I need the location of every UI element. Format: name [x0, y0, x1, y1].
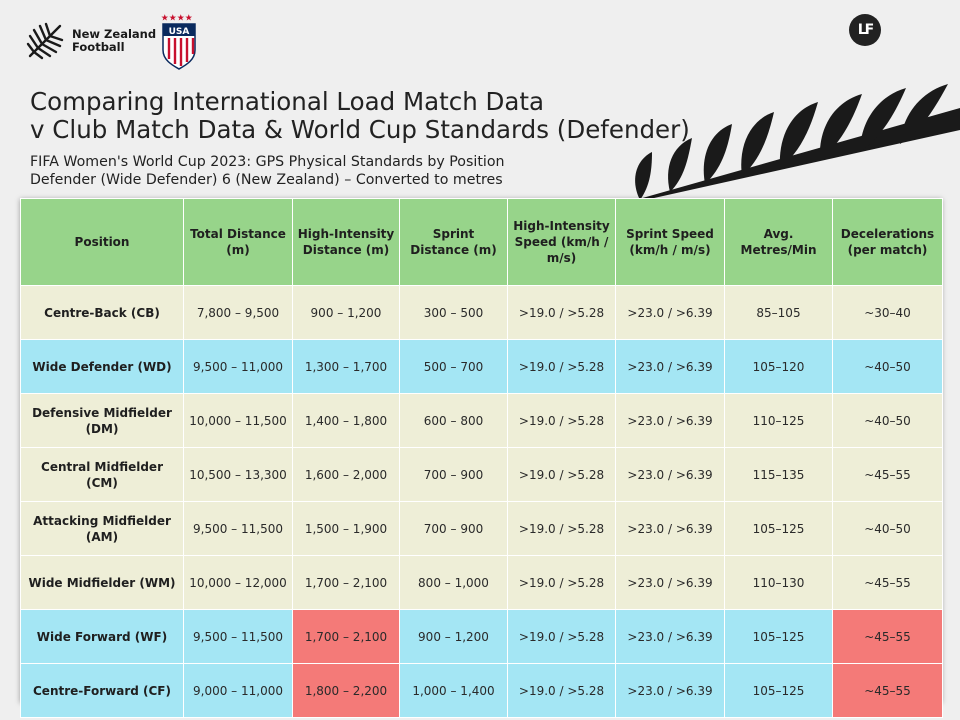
table-cell: 1,300 – 1,700: [292, 339, 400, 394]
table-row: Wide Defender (WD) 9,500 – 11,000 1,300 …: [20, 339, 943, 394]
table-cell: 10,500 – 13,300: [183, 447, 293, 502]
fern-background-icon: [600, 84, 960, 218]
table-cell: ~40–50: [832, 501, 943, 556]
table-cell: 1,600 – 2,000: [292, 447, 400, 502]
table-cell: >19.0 / >5.28: [507, 447, 616, 502]
table-cell: 1,500 – 1,900: [292, 501, 400, 556]
highlighted-cell: 1,700 – 2,100: [292, 609, 400, 664]
table-cell: >19.0 / >5.28: [507, 285, 616, 340]
table-row: Defensive Midfielder (DM) 10,000 – 11,50…: [20, 393, 943, 448]
table-cell: 9,500 – 11,000: [183, 339, 293, 394]
table-cell: >19.0 / >5.28: [507, 501, 616, 556]
table-cell: 1,000 – 1,400: [399, 663, 508, 718]
position-cell: Wide Forward (WF): [20, 609, 184, 664]
position-cell: Wide Midfielder (WM): [20, 555, 184, 610]
title-line1: Comparing International Load Match Data: [30, 87, 545, 116]
lf-logo: LF: [849, 14, 881, 46]
standards-table: Position Total Distance (m) High-Intensi…: [20, 198, 943, 718]
table-cell: 105–125: [724, 501, 833, 556]
table-header-row: Position Total Distance (m) High-Intensi…: [20, 198, 943, 286]
table-cell: 800 – 1,000: [399, 555, 508, 610]
header-cell: Avg. Metres/Min: [724, 198, 833, 286]
table-row: Wide Forward (WF) 9,500 – 11,500 1,700 –…: [20, 609, 943, 664]
table-cell: 110–125: [724, 393, 833, 448]
table-row: Central Midfielder (CM) 10,500 – 13,300 …: [20, 447, 943, 502]
table-row: Wide Midfielder (WM) 10,000 – 12,000 1,7…: [20, 555, 943, 610]
header-cell: High-Intensity Speed (km/h / m/s): [507, 198, 616, 286]
table-cell: 9,500 – 11,500: [183, 609, 293, 664]
table-cell: 300 – 500: [399, 285, 508, 340]
table-cell: >23.0 / >6.39: [615, 393, 725, 448]
header-cell: Decelerations (per match): [832, 198, 943, 286]
position-cell: Centre-Forward (CF): [20, 663, 184, 718]
table-cell: >19.0 / >5.28: [507, 555, 616, 610]
table-cell: 700 – 900: [399, 501, 508, 556]
table-cell: 9,500 – 11,500: [183, 501, 293, 556]
subtitle-line2: Defender (Wide Defender) 6 (New Zealand)…: [30, 172, 503, 188]
table-cell: 9,000 – 11,000: [183, 663, 293, 718]
table-cell: 7,800 – 9,500: [183, 285, 293, 340]
table-cell: >23.0 / >6.39: [615, 501, 725, 556]
fern-logo-icon: [26, 22, 64, 60]
table-cell: ~40–50: [832, 339, 943, 394]
table-cell: 1,700 – 2,100: [292, 555, 400, 610]
nzf-logo-line1: New Zealand: [72, 27, 157, 41]
highlighted-cell: 1,800 – 2,200: [292, 663, 400, 718]
header-cell: Total Distance (m): [183, 198, 293, 286]
table-cell: ~40–50: [832, 393, 943, 448]
table-cell: 10,000 – 11,500: [183, 393, 293, 448]
table-cell: >23.0 / >6.39: [615, 447, 725, 502]
table-cell: ~45–55: [832, 555, 943, 610]
title-line2: v Club Match Data & World Cup Standards …: [30, 115, 690, 144]
table-cell: >23.0 / >6.39: [615, 339, 725, 394]
table-cell: >23.0 / >6.39: [615, 609, 725, 664]
table-cell: 105–120: [724, 339, 833, 394]
table-cell: 115–135: [724, 447, 833, 502]
table-cell: 500 – 700: [399, 339, 508, 394]
table-cell: >19.0 / >5.28: [507, 339, 616, 394]
table-cell: 10,000 – 12,000: [183, 555, 293, 610]
table-cell: >23.0 / >6.39: [615, 285, 725, 340]
standards-table-wrapper: Position Total Distance (m) High-Intensi…: [20, 198, 943, 718]
header-cell: Sprint Distance (m): [399, 198, 508, 286]
table-cell: >19.0 / >5.28: [507, 609, 616, 664]
table-cell: >19.0 / >5.28: [507, 663, 616, 718]
table-cell: 85–105: [724, 285, 833, 340]
position-cell: Defensive Midfielder (DM): [20, 393, 184, 448]
table-cell: 1,400 – 1,800: [292, 393, 400, 448]
highlighted-cell: ~45–55: [832, 663, 943, 718]
table-cell: >23.0 / >6.39: [615, 555, 725, 610]
table-cell: ~30–40: [832, 285, 943, 340]
table-cell: >19.0 / >5.28: [507, 393, 616, 448]
table-cell: 900 – 1,200: [399, 609, 508, 664]
usa-crest-text: USA: [169, 27, 190, 37]
page-subtitle: FIFA Women's World Cup 2023: GPS Physica…: [30, 153, 505, 189]
table-cell: 105–125: [724, 609, 833, 664]
table-cell: ~45–55: [832, 447, 943, 502]
subtitle-line1: FIFA Women's World Cup 2023: GPS Physica…: [30, 154, 505, 170]
header-cell: Position: [20, 198, 184, 286]
nzf-logo-line2: Football: [72, 40, 125, 54]
table-cell: >23.0 / >6.39: [615, 663, 725, 718]
nzf-logo: New Zealand Football: [24, 20, 156, 62]
header-cell: Sprint Speed (km/h / m/s): [615, 198, 725, 286]
usa-crest-icon: USA: [161, 14, 196, 70]
highlighted-cell: ~45–55: [832, 609, 943, 664]
header-cell: High-Intensity Distance (m): [292, 198, 400, 286]
position-cell: Attacking Midfielder (AM): [20, 501, 184, 556]
table-cell: 105–125: [724, 663, 833, 718]
position-cell: Wide Defender (WD): [20, 339, 184, 394]
table-row: Centre-Forward (CF) 9,000 – 11,000 1,800…: [20, 663, 943, 718]
table-row: Attacking Midfielder (AM) 9,500 – 11,500…: [20, 501, 943, 556]
position-cell: Centre-Back (CB): [20, 285, 184, 340]
table-cell: 110–130: [724, 555, 833, 610]
table-cell: 600 – 800: [399, 393, 508, 448]
position-cell: Central Midfielder (CM): [20, 447, 184, 502]
table-cell: 700 – 900: [399, 447, 508, 502]
table-cell: 900 – 1,200: [292, 285, 400, 340]
page-title: Comparing International Load Match Data …: [30, 88, 790, 144]
table-row: Centre-Back (CB) 7,800 – 9,500 900 – 1,2…: [20, 285, 943, 340]
